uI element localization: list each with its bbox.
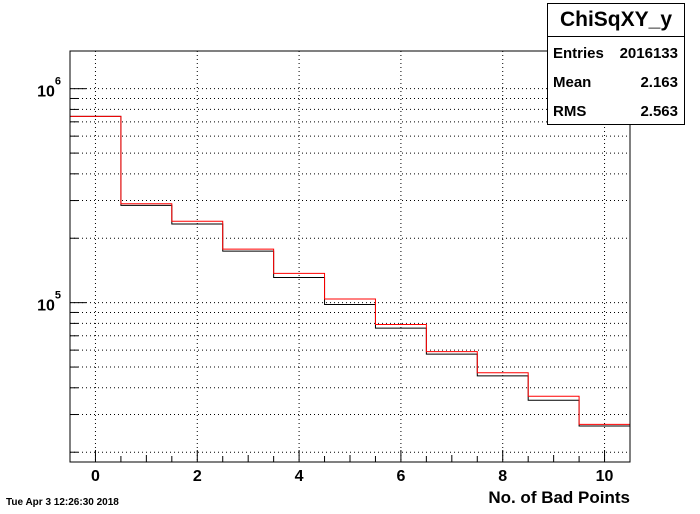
x-tick-label: 10 — [596, 468, 614, 485]
stats-title: ChiSqXY_y — [548, 4, 684, 37]
stats-row-rms: RMS 2.563 — [548, 97, 684, 126]
stats-value-entries: 2016133 — [619, 45, 678, 62]
histogram-series-1 — [70, 115, 630, 425]
stats-value-mean: 2.163 — [640, 74, 678, 91]
grid-lines — [70, 51, 630, 462]
axis-ticks — [69, 88, 631, 462]
x-tick-label: 2 — [193, 468, 202, 485]
x-axis-title: No. of Bad Points — [488, 488, 630, 507]
x-tick-label: 6 — [396, 468, 405, 485]
stats-label-mean: Mean — [553, 74, 592, 91]
y-tick-label: 106 — [37, 76, 61, 101]
y-tick-label: 105 — [37, 290, 61, 315]
x-tick-label: 8 — [498, 468, 507, 485]
stats-row-mean: Mean 2.163 — [548, 68, 684, 97]
stats-label-entries: Entries — [553, 45, 604, 62]
axis-tick-labels: 0 2 4 6 8 10 105 106 — [37, 76, 613, 485]
x-tick-label: 4 — [295, 468, 304, 485]
stats-value-rms: 2.563 — [640, 103, 678, 120]
x-tick-label: 0 — [91, 468, 100, 485]
histogram-series — [70, 115, 630, 427]
stats-box: ChiSqXY_y Entries 2016133 Mean 2.163 RMS… — [547, 3, 685, 125]
histogram-series-0 — [70, 115, 630, 427]
stats-label-rms: RMS — [553, 103, 587, 120]
timestamp: Tue Apr 3 12:26:30 2018 — [6, 497, 119, 508]
stats-row-entries: Entries 2016133 — [548, 39, 684, 68]
